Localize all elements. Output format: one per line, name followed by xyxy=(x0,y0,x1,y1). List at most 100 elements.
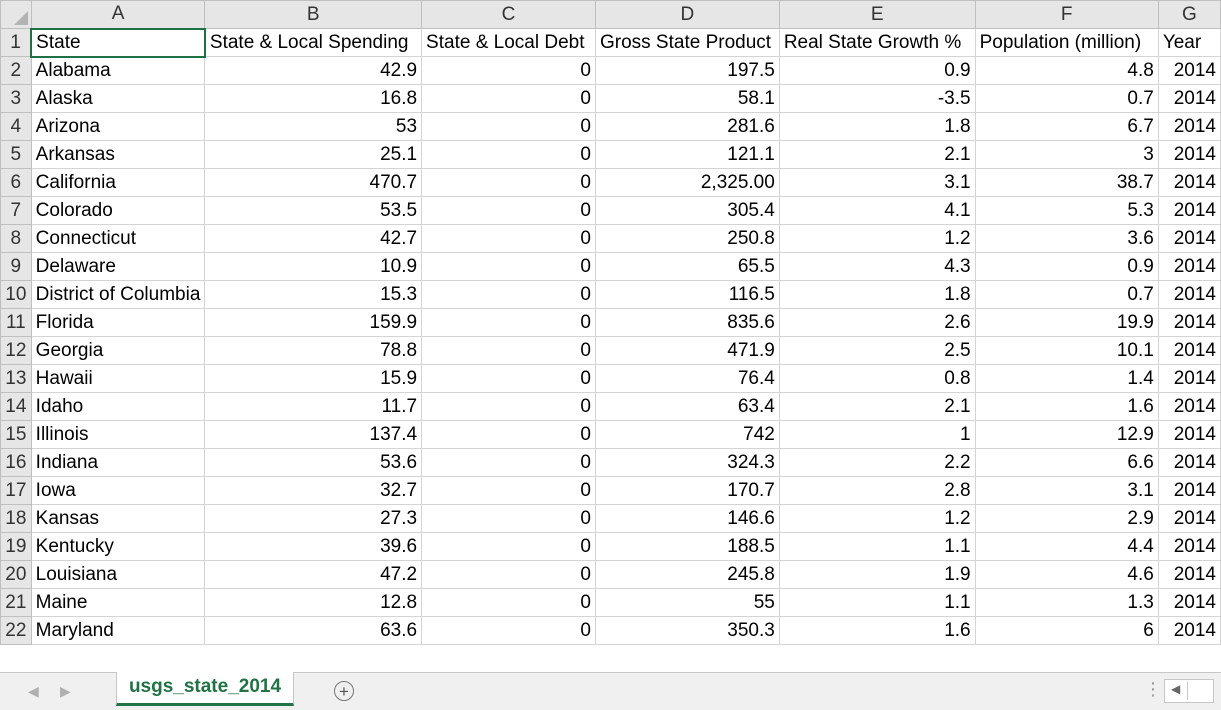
cell-e17[interactable]: 2.8 xyxy=(778,476,976,505)
cell-b16[interactable]: 53.6 xyxy=(204,448,423,477)
cell-d21[interactable]: 55 xyxy=(594,588,780,617)
cell-f15[interactable]: 12.9 xyxy=(974,420,1159,449)
cell-f7[interactable]: 5.3 xyxy=(974,196,1159,225)
cell-g3[interactable]: 2014 xyxy=(1157,84,1221,113)
cell-c1[interactable]: State & Local Debt xyxy=(421,28,596,57)
cell-f10[interactable]: 0.7 xyxy=(974,280,1159,309)
cell-g11[interactable]: 2014 xyxy=(1157,308,1221,337)
cell-a7[interactable]: Colorado xyxy=(30,196,206,225)
cell-g15[interactable]: 2014 xyxy=(1157,420,1221,449)
cell-d16[interactable]: 324.3 xyxy=(594,448,780,477)
cell-a8[interactable]: Connecticut xyxy=(30,224,206,253)
cell-b15[interactable]: 137.4 xyxy=(204,420,423,449)
split-handle-icon[interactable]: ⋮ xyxy=(1144,679,1162,699)
cell-c2[interactable]: 0 xyxy=(421,56,596,85)
cell-b3[interactable]: 16.8 xyxy=(204,84,423,113)
cell-a9[interactable]: Delaware xyxy=(30,252,206,281)
cell-b12[interactable]: 78.8 xyxy=(204,336,423,365)
cell-c10[interactable]: 0 xyxy=(421,280,596,309)
scroll-thumb[interactable] xyxy=(1187,682,1188,700)
cell-g7[interactable]: 2014 xyxy=(1157,196,1221,225)
row-header[interactable]: 1 xyxy=(0,28,32,57)
cell-a18[interactable]: Kansas xyxy=(30,504,206,533)
cell-g19[interactable]: 2014 xyxy=(1157,532,1221,561)
cell-d19[interactable]: 188.5 xyxy=(594,532,780,561)
row-header[interactable]: 17 xyxy=(0,476,32,505)
next-sheet-icon[interactable]: ▶ xyxy=(60,683,71,699)
row-header[interactable]: 11 xyxy=(0,308,32,337)
cell-f5[interactable]: 3 xyxy=(974,140,1159,169)
cell-f22[interactable]: 6 xyxy=(974,616,1159,645)
column-header-a[interactable]: A xyxy=(30,0,206,29)
cell-g13[interactable]: 2014 xyxy=(1157,364,1221,393)
cell-e22[interactable]: 1.6 xyxy=(778,616,976,645)
cell-b18[interactable]: 27.3 xyxy=(204,504,423,533)
cell-f17[interactable]: 3.1 xyxy=(974,476,1159,505)
cell-g5[interactable]: 2014 xyxy=(1157,140,1221,169)
cell-b11[interactable]: 159.9 xyxy=(204,308,423,337)
column-header-e[interactable]: E xyxy=(778,0,976,29)
cell-e11[interactable]: 2.6 xyxy=(778,308,976,337)
cell-g4[interactable]: 2014 xyxy=(1157,112,1221,141)
cell-g1[interactable]: Year xyxy=(1157,28,1221,57)
cell-d17[interactable]: 170.7 xyxy=(594,476,780,505)
cell-g10[interactable]: 2014 xyxy=(1157,280,1221,309)
cell-f20[interactable]: 4.6 xyxy=(974,560,1159,589)
row-header[interactable]: 4 xyxy=(0,112,32,141)
cell-e13[interactable]: 0.8 xyxy=(778,364,976,393)
cell-b14[interactable]: 11.7 xyxy=(204,392,423,421)
cell-g21[interactable]: 2014 xyxy=(1157,588,1221,617)
cell-b20[interactable]: 47.2 xyxy=(204,560,423,589)
cell-e10[interactable]: 1.8 xyxy=(778,280,976,309)
cell-a11[interactable]: Florida xyxy=(30,308,206,337)
cell-d9[interactable]: 65.5 xyxy=(594,252,780,281)
prev-sheet-icon[interactable]: ◀ xyxy=(28,683,39,699)
column-header-f[interactable]: F xyxy=(974,0,1159,29)
cell-a16[interactable]: Indiana xyxy=(30,448,206,477)
cell-c17[interactable]: 0 xyxy=(421,476,596,505)
cell-e15[interactable]: 1 xyxy=(778,420,976,449)
cell-g18[interactable]: 2014 xyxy=(1157,504,1221,533)
cell-d20[interactable]: 245.8 xyxy=(594,560,780,589)
row-header[interactable]: 5 xyxy=(0,140,32,169)
cell-g6[interactable]: 2014 xyxy=(1157,168,1221,197)
cell-b21[interactable]: 12.8 xyxy=(204,588,423,617)
row-header[interactable]: 16 xyxy=(0,448,32,477)
cell-a20[interactable]: Louisiana xyxy=(30,560,206,589)
cell-f19[interactable]: 4.4 xyxy=(974,532,1159,561)
cell-b6[interactable]: 470.7 xyxy=(204,168,423,197)
cell-e2[interactable]: 0.9 xyxy=(778,56,976,85)
cell-e5[interactable]: 2.1 xyxy=(778,140,976,169)
cell-g22[interactable]: 2014 xyxy=(1157,616,1221,645)
row-header[interactable]: 12 xyxy=(0,336,32,365)
cell-f1[interactable]: Population (million) xyxy=(974,28,1159,57)
cell-a21[interactable]: Maine xyxy=(30,588,206,617)
cell-c8[interactable]: 0 xyxy=(421,224,596,253)
row-header[interactable]: 14 xyxy=(0,392,32,421)
cell-f8[interactable]: 3.6 xyxy=(974,224,1159,253)
cell-b10[interactable]: 15.3 xyxy=(204,280,423,309)
column-header-d[interactable]: D xyxy=(594,0,780,29)
cell-f12[interactable]: 10.1 xyxy=(974,336,1159,365)
cell-e8[interactable]: 1.2 xyxy=(778,224,976,253)
spreadsheet-grid[interactable]: A B C D E F G 1 State State & Local Spendi… xyxy=(0,0,1221,645)
cell-c15[interactable]: 0 xyxy=(421,420,596,449)
cell-b2[interactable]: 42.9 xyxy=(204,56,423,85)
row-header[interactable]: 2 xyxy=(0,56,32,85)
cell-g12[interactable]: 2014 xyxy=(1157,336,1221,365)
cell-g14[interactable]: 2014 xyxy=(1157,392,1221,421)
row-header[interactable]: 13 xyxy=(0,364,32,393)
cell-g17[interactable]: 2014 xyxy=(1157,476,1221,505)
row-header[interactable]: 19 xyxy=(0,532,32,561)
row-header[interactable]: 3 xyxy=(0,84,32,113)
cell-e7[interactable]: 4.1 xyxy=(778,196,976,225)
cell-f9[interactable]: 0.9 xyxy=(974,252,1159,281)
cell-b13[interactable]: 15.9 xyxy=(204,364,423,393)
cell-a15[interactable]: Illinois xyxy=(30,420,206,449)
cell-e9[interactable]: 4.3 xyxy=(778,252,976,281)
cell-b5[interactable]: 25.1 xyxy=(204,140,423,169)
cell-c20[interactable]: 0 xyxy=(421,560,596,589)
cell-a1[interactable]: State xyxy=(30,27,206,58)
column-header-c[interactable]: C xyxy=(421,0,596,29)
cell-d13[interactable]: 76.4 xyxy=(594,364,780,393)
